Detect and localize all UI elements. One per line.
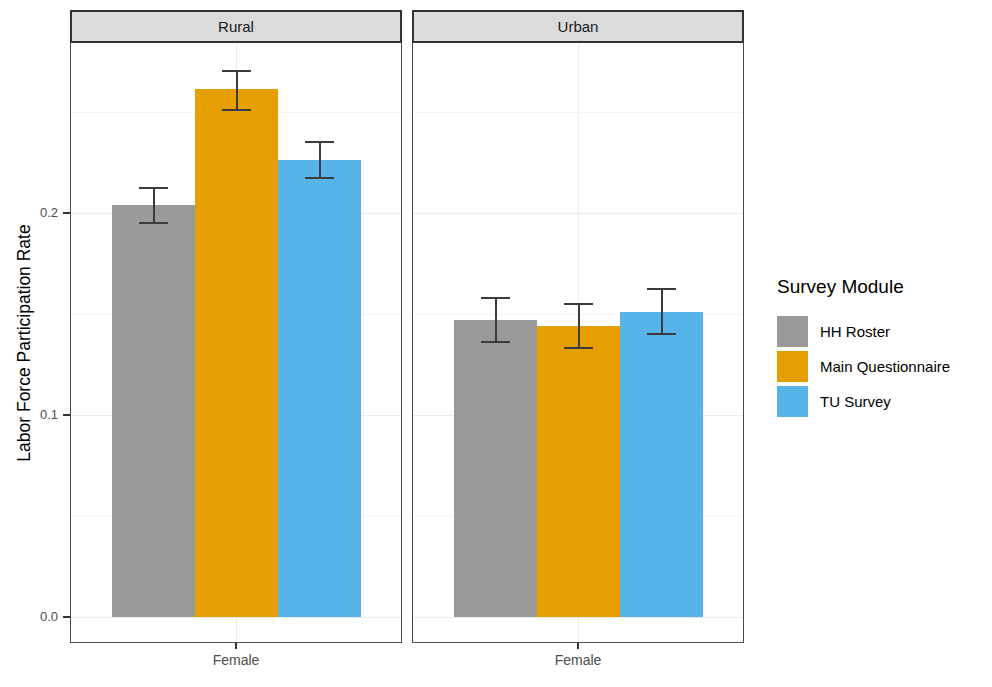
error-bar-cap <box>139 222 168 224</box>
x-tick-label-urban: Female <box>412 652 744 668</box>
error-bar-cap <box>564 303 593 305</box>
error-bar-cap <box>647 333 676 335</box>
error-bar-cap <box>305 141 334 143</box>
y-tick-mark <box>63 414 70 416</box>
error-bar-tu-survey-urban <box>661 289 663 333</box>
x-tick-label-rural: Female <box>70 652 402 668</box>
error-bar-cap <box>481 297 510 299</box>
legend-swatch-tu-survey <box>777 386 808 417</box>
facet-panel-urban: UrbanFemale <box>412 10 744 643</box>
error-bar-cap <box>222 70 251 72</box>
y-axis-title: Labor Force Participation Rate <box>14 224 35 461</box>
y-tick-label: 0.1 <box>0 407 58 422</box>
bar-hh-roster-urban <box>454 320 537 617</box>
legend-swatch-main-questionnaire <box>777 351 808 382</box>
error-bar-tu-survey-rural <box>319 142 321 178</box>
legend-title: Survey Module <box>777 276 950 298</box>
error-bar-cap <box>481 341 510 343</box>
facet-label: Rural <box>218 18 254 35</box>
legend-swatch-hh-roster <box>777 316 808 347</box>
y-tick-mark <box>63 212 70 214</box>
bar-tu-survey-rural <box>278 160 361 617</box>
error-bar-hh-roster-urban <box>495 298 497 342</box>
legend-item-main-questionnaire: Main Questionnaire <box>777 349 950 384</box>
legend: Survey Module HH Roster Main Questionnair… <box>777 276 950 419</box>
legend-label-tu-survey: TU Survey <box>820 393 891 410</box>
legend-items: HH Roster Main Questionnaire TU Survey <box>777 314 950 419</box>
legend-item-hh-roster: HH Roster <box>777 314 950 349</box>
error-bar-cap <box>564 347 593 349</box>
x-axis-tick <box>235 643 237 649</box>
plot-area-urban <box>412 43 744 643</box>
y-tick-label: 0.0 <box>0 609 58 624</box>
y-tick-mark <box>63 616 70 618</box>
facet-strip-urban: Urban <box>412 10 744 43</box>
bar-tu-survey-urban <box>620 312 703 617</box>
bar-main-questionnaire-urban <box>537 326 620 617</box>
error-bar-cap <box>305 177 334 179</box>
error-bar-cap <box>139 187 168 189</box>
legend-label-hh-roster: HH Roster <box>820 323 890 340</box>
plot-area-rural <box>70 43 402 643</box>
error-bar-main-questionnaire-urban <box>578 304 580 348</box>
facet-strip-rural: Rural <box>70 10 402 43</box>
bar-hh-roster-rural <box>112 205 195 617</box>
legend-label-main-questionnaire: Main Questionnaire <box>820 358 950 375</box>
error-bar-cap <box>647 288 676 290</box>
error-bar-main-questionnaire-rural <box>236 71 238 109</box>
x-axis-tick <box>577 643 579 649</box>
faceted-bar-chart: Labor Force Participation Rate RuralFema… <box>0 0 992 687</box>
y-tick-label: 0.2 <box>0 205 58 220</box>
bar-main-questionnaire-rural <box>195 89 278 616</box>
error-bar-cap <box>222 109 251 111</box>
facet-panel-rural: RuralFemale <box>70 10 402 643</box>
facet-label: Urban <box>558 18 599 35</box>
error-bar-hh-roster-rural <box>153 188 155 222</box>
legend-item-tu-survey: TU Survey <box>777 384 950 419</box>
